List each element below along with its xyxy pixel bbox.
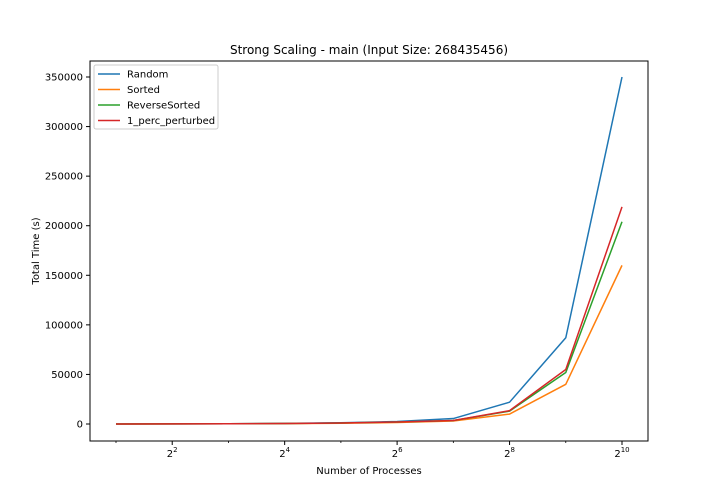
x-tick-base: 2 <box>279 449 285 460</box>
y-tick-label: 250000 <box>45 172 83 183</box>
y-tick-label: 50000 <box>51 370 83 381</box>
x-tick-base: 2 <box>614 449 620 460</box>
y-tick-label: 300000 <box>45 122 83 133</box>
legend-label: ReverseSorted <box>127 101 200 112</box>
y-axis-label: Total Time (s) <box>31 217 42 285</box>
y-tick-label: 100000 <box>45 320 83 331</box>
x-tick-base: 2 <box>504 449 510 460</box>
x-tick-exponent: 4 <box>286 446 291 454</box>
x-tick-exponent: 2 <box>173 446 177 454</box>
y-tick-label: 200000 <box>45 221 83 232</box>
y-tick-label: 350000 <box>45 73 83 84</box>
series-line-1-perc-perturbed <box>115 206 623 425</box>
series-line-reversesorted <box>115 221 623 425</box>
x-tick-label: 24 <box>279 446 290 460</box>
x-tick-exponent: 8 <box>511 446 515 454</box>
x-tick-exponent: 6 <box>398 446 403 454</box>
x-tick-label: 22 <box>167 446 178 460</box>
legend-label: Random <box>127 70 168 81</box>
y-axis: 0 50000 100000 150000 200000 250000 300000 3500… <box>45 73 90 431</box>
chart-title: Strong Scaling - main (Input Size: 26843… <box>230 43 508 57</box>
x-tick-label: 26 <box>392 446 403 460</box>
x-tick-label: 210 <box>614 446 629 460</box>
x-axis-label: Number of Processes <box>316 466 421 477</box>
x-tick-exponent: 10 <box>621 446 630 454</box>
x-axis: 22 24 26 28 210 <box>115 441 630 460</box>
series-line-sorted <box>115 265 623 425</box>
y-tick-label: 0 <box>77 420 83 431</box>
legend-box <box>93 64 219 130</box>
x-tick-base: 2 <box>392 449 398 460</box>
legend-label: Sorted <box>127 85 160 96</box>
series-lines <box>115 76 623 425</box>
legend-label: 1_perc_perturbed <box>127 116 215 127</box>
x-tick-base: 2 <box>167 449 173 460</box>
x-tick-label: 28 <box>504 446 515 460</box>
plot-frame <box>89 60 649 442</box>
legend: Random Sorted ReverseSorted 1_perc_perturbe… <box>93 64 219 130</box>
y-tick-label: 150000 <box>45 271 83 282</box>
